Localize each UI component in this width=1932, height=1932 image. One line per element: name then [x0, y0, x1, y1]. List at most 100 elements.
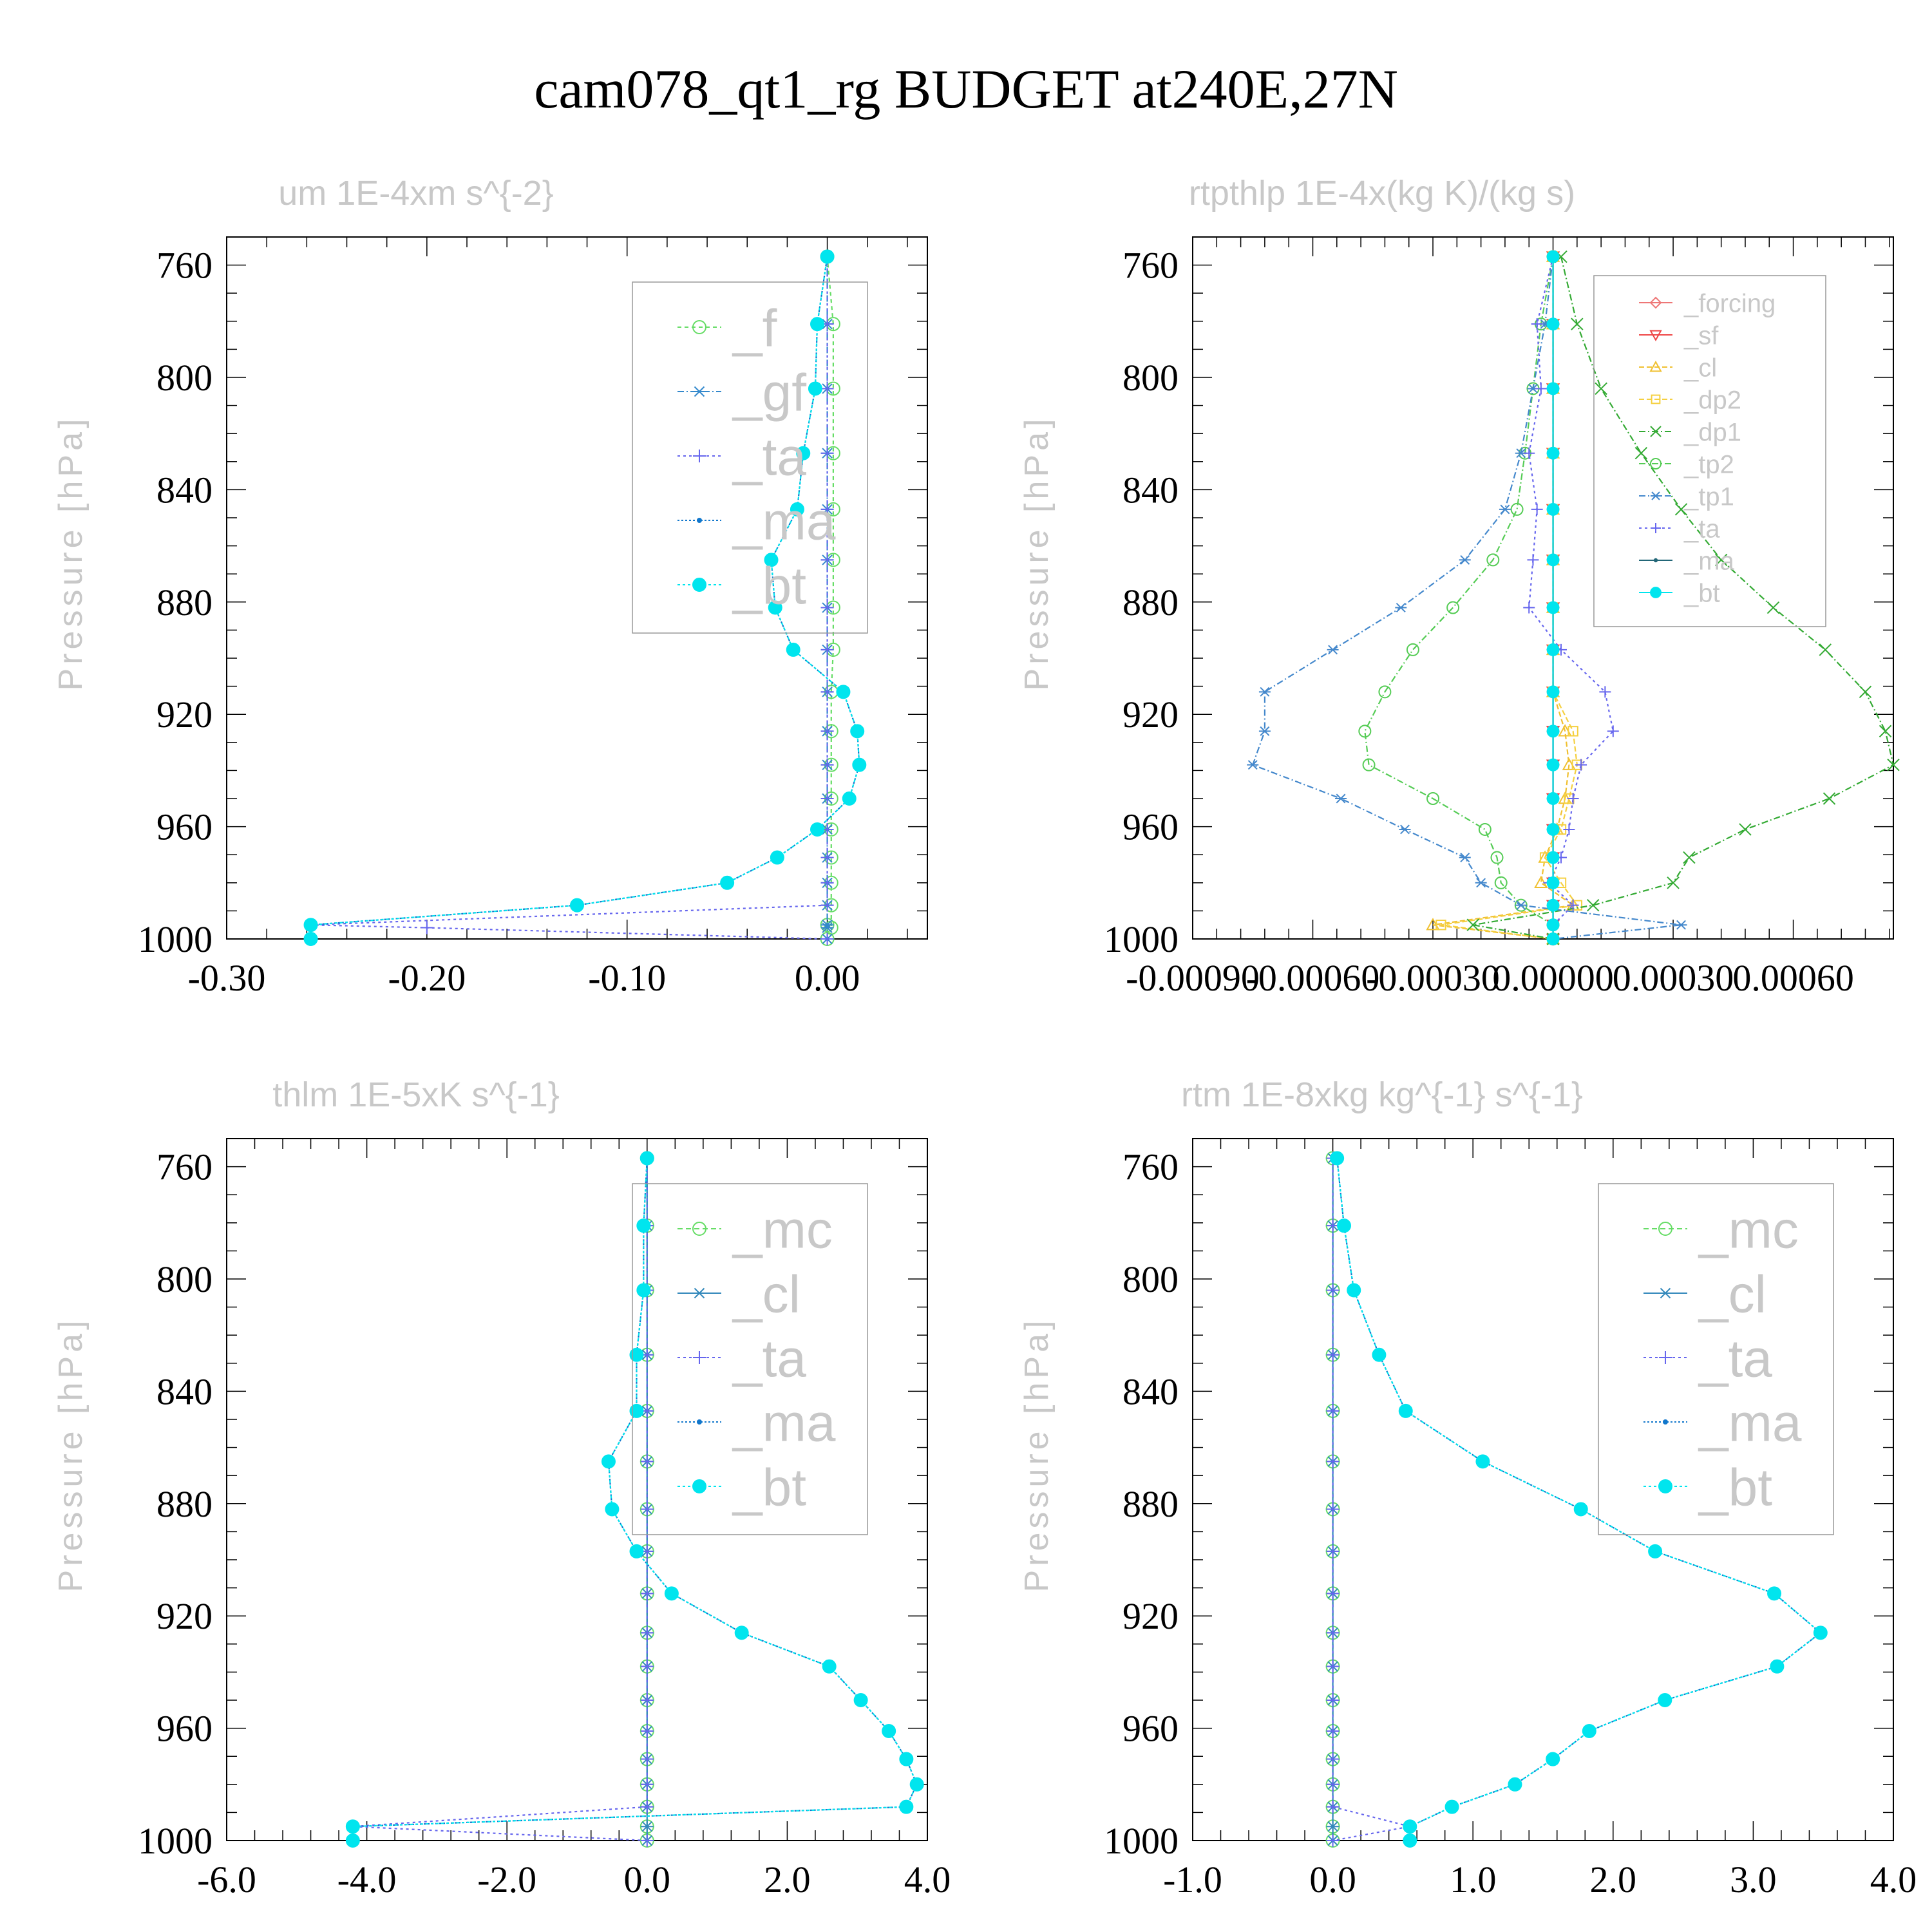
y-tick-label: 760: [156, 1146, 213, 1188]
series-line: [1432, 256, 1575, 940]
legend-marker: [1649, 296, 1662, 309]
data-point: [1335, 793, 1347, 804]
data-point: [808, 381, 822, 396]
data-point: [1739, 823, 1752, 836]
data-point: [850, 724, 865, 739]
data-point: [1446, 601, 1460, 614]
data-point: [1587, 898, 1600, 912]
data-point: [1531, 503, 1543, 515]
legend: _forcing _sf _cl _dp2 _dp1 _tp2 _tp1 _ta _ma _bt: [1593, 275, 1826, 627]
data-point: [899, 1752, 914, 1766]
data-point: [1406, 643, 1419, 656]
x-tick-label: 2.0: [1590, 1859, 1637, 1900]
data-point: [1399, 824, 1411, 835]
data-point: [1372, 1347, 1387, 1362]
data-point: [1535, 383, 1547, 395]
data-point: [629, 1544, 644, 1558]
data-point: [601, 1454, 616, 1469]
series-line: [310, 256, 860, 939]
data-point: [1403, 1819, 1417, 1834]
x-tick-label: -4.0: [337, 1859, 397, 1900]
legend-box: [1593, 275, 1826, 627]
x-tick-label: 0.0: [624, 1859, 671, 1900]
data-point: [1326, 1777, 1340, 1791]
data-point: [303, 932, 318, 946]
x-tick-label: -0.30: [188, 957, 266, 999]
data-point: [1515, 900, 1527, 911]
series-line: [352, 1158, 648, 1842]
legend-label: _mc: [1698, 1201, 1799, 1260]
data-point: [1546, 724, 1560, 738]
series-line: [1528, 256, 1614, 939]
data-point: [1475, 878, 1487, 888]
series-tp1: [1247, 252, 1687, 944]
series-ta: [1326, 1151, 1417, 1847]
data-point: [1531, 318, 1543, 330]
data-point: [1459, 554, 1471, 565]
data-point: [810, 317, 825, 332]
legend-marker: [1650, 458, 1662, 469]
legend-box: [632, 1183, 868, 1535]
legend-label: _dp2: [1683, 386, 1741, 414]
data-point: [640, 1502, 654, 1516]
data-point: [720, 875, 735, 890]
legend-marker: [1658, 1222, 1672, 1236]
data-point: [1444, 1799, 1459, 1814]
data-point: [820, 382, 834, 395]
data-point: [820, 792, 834, 805]
data-point: [1546, 933, 1560, 945]
data-point: [1714, 553, 1728, 567]
legend-label: _bt: [732, 1459, 806, 1517]
data-point: [1546, 446, 1560, 460]
data-point: [1546, 502, 1560, 516]
y-tick-label: 1000: [138, 918, 213, 960]
data-point: [664, 1586, 679, 1601]
legend-marker: [693, 1287, 706, 1299]
series-line: [1251, 256, 1681, 940]
x-tick-label: -2.0: [477, 1859, 536, 1900]
legend-label: _sf: [1683, 321, 1719, 350]
data-point: [820, 249, 835, 264]
data-point: [836, 685, 851, 699]
y-tick-label: 1000: [1104, 1820, 1179, 1862]
chart-panel-um: um 1E-4xm s^{-2} Pressure [hPa] 760 800 840 8…: [52, 174, 928, 999]
legend-box: [632, 281, 868, 634]
y-axis-label: Pressure [hPa]: [1018, 415, 1056, 691]
data-point: [1766, 601, 1780, 614]
y-tick-label: 1000: [1104, 918, 1179, 960]
legend-marker: [697, 518, 702, 523]
legend-label: _ma: [732, 1394, 836, 1453]
data-point: [790, 502, 804, 516]
panel-title: rtpthlp 1E-4x(kg K)/(kg s): [1189, 174, 1575, 213]
data-point: [1326, 1800, 1340, 1814]
x-tick-label: 0.00030: [1613, 957, 1734, 999]
data-point: [1466, 918, 1479, 931]
data-point: [770, 850, 784, 865]
data-point: [820, 876, 834, 889]
series-dp1: [1466, 250, 1900, 945]
data-point: [1599, 686, 1611, 698]
y-tick-label: 960: [1122, 1708, 1179, 1750]
data-point: [345, 1833, 360, 1848]
data-point: [640, 1587, 654, 1600]
y-tick-label: 960: [156, 1708, 213, 1750]
y-tick-label: 760: [1122, 1146, 1179, 1188]
series-line: [1336, 1158, 1822, 1841]
data-point: [345, 1819, 360, 1834]
data-point: [1326, 1404, 1340, 1417]
data-point: [1546, 601, 1560, 614]
data-point: [605, 1502, 620, 1517]
legend-label: _ta: [732, 1330, 806, 1388]
y-tick-label: 800: [156, 357, 213, 399]
data-point: [1327, 645, 1339, 655]
legend-marker: [693, 386, 706, 397]
data-point: [1546, 317, 1560, 331]
series-cl: [1426, 249, 1580, 945]
data-point: [786, 642, 800, 657]
data-point: [882, 1723, 896, 1738]
data-point: [1510, 502, 1524, 516]
data-point: [1258, 726, 1271, 736]
series-line: [1473, 256, 1895, 940]
x-tick-label: -0.20: [388, 957, 466, 999]
series-dp2: [1435, 251, 1583, 945]
